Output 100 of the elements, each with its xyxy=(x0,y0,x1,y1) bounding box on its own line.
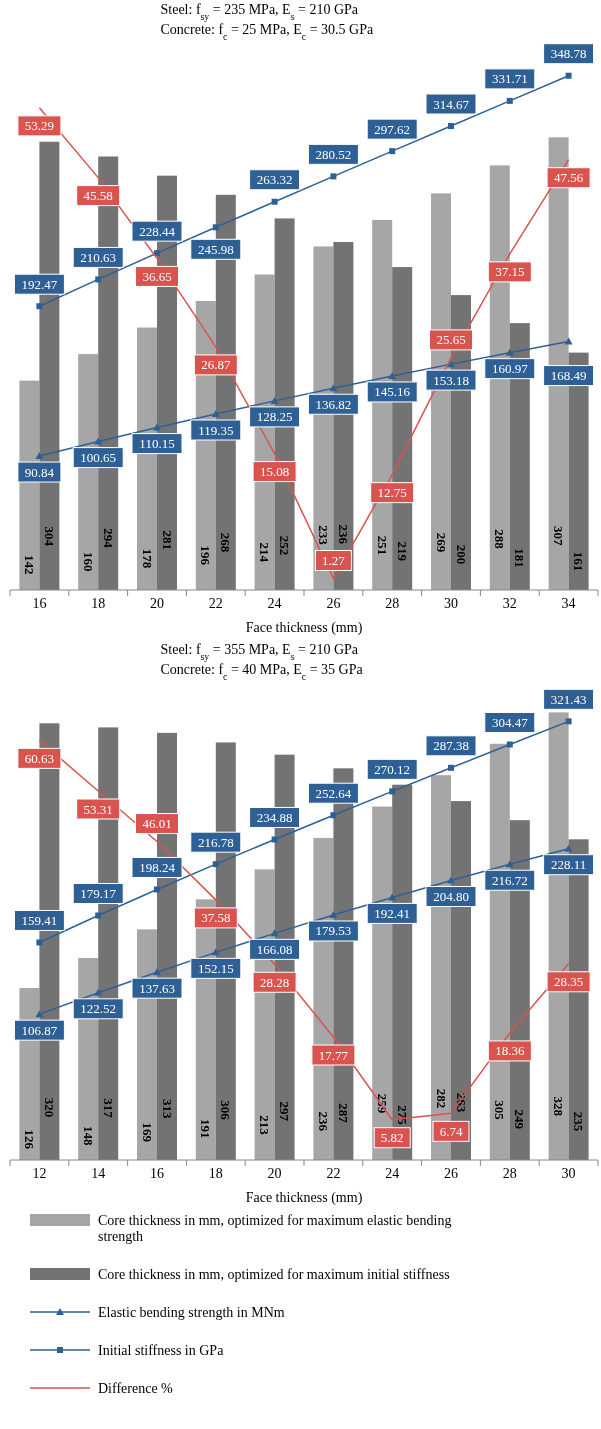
data-label: 304.47 xyxy=(491,714,529,730)
data-label: 45.58 xyxy=(83,188,113,204)
data-label: 288 xyxy=(492,529,508,550)
data-label: 214 xyxy=(257,542,273,563)
data-label: 46.01 xyxy=(142,816,172,832)
data-label: 119.35 xyxy=(198,422,234,438)
x-tick-label: 26 xyxy=(326,596,341,611)
point xyxy=(330,173,337,180)
point xyxy=(271,198,278,205)
data-label: 37.15 xyxy=(495,264,525,280)
data-label: 128.25 xyxy=(256,409,293,425)
data-label: 294 xyxy=(100,528,116,549)
point xyxy=(330,812,337,819)
point xyxy=(329,384,338,392)
data-label: 6.74 xyxy=(439,1123,463,1139)
data-label: 53.29 xyxy=(24,118,55,134)
data-label: 5.82 xyxy=(380,1130,404,1146)
x-axis-title: Face thickness (mm) xyxy=(245,620,363,636)
point xyxy=(447,876,455,884)
point xyxy=(565,718,572,725)
x-tick-label: 32 xyxy=(502,596,517,611)
data-label: 198.24 xyxy=(139,859,176,875)
data-label: 249 xyxy=(512,1109,528,1130)
data-label: 297.62 xyxy=(374,121,411,137)
data-label: 216.72 xyxy=(491,872,528,888)
data-label: 160.97 xyxy=(491,361,529,377)
data-label: 280.52 xyxy=(315,146,352,162)
data-label: 25.65 xyxy=(436,332,466,348)
x-tick-label: 20 xyxy=(150,596,164,611)
data-label: 252.64 xyxy=(315,785,352,801)
data-label: 251 xyxy=(374,535,390,556)
point xyxy=(389,788,396,795)
data-label: 126 xyxy=(21,1129,37,1150)
point xyxy=(270,396,279,404)
data-label: 348.78 xyxy=(550,46,587,62)
chart-title: Steel: f$_{sy}$ = 235 MPa, E$_{s}$ = 210 GPa xyxy=(160,2,359,22)
data-label: 270.12 xyxy=(374,761,411,777)
data-label: 191 xyxy=(198,1118,214,1139)
data-label: 148 xyxy=(80,1126,96,1147)
point xyxy=(153,968,161,976)
point xyxy=(212,861,219,868)
data-label: 179.17 xyxy=(80,885,117,901)
data-label: 263.32 xyxy=(256,172,293,188)
data-label: 307 xyxy=(551,525,567,546)
data-label: 28.35 xyxy=(553,974,584,990)
x-tick-label: 28 xyxy=(385,596,400,611)
data-label: 320 xyxy=(41,1097,57,1118)
data-label: 210.63 xyxy=(80,249,117,265)
point xyxy=(505,860,514,868)
data-label: 304 xyxy=(41,526,57,547)
x-tick-label: 26 xyxy=(444,1166,458,1181)
point xyxy=(94,437,103,445)
point xyxy=(564,337,573,345)
data-label: 281 xyxy=(159,530,175,551)
x-tick-label: 24 xyxy=(385,1166,400,1181)
point xyxy=(36,939,43,946)
data-label: 235 xyxy=(571,1111,587,1132)
x-tick-label: 30 xyxy=(444,596,458,611)
point xyxy=(36,303,43,310)
chart-title: Steel: f$_{sy}$ = 355 MPa, E$_{s}$ = 210 GPa xyxy=(160,642,359,662)
point xyxy=(564,844,573,852)
data-label: 47.56 xyxy=(553,170,584,186)
data-label: 236 xyxy=(315,1111,331,1132)
point xyxy=(95,912,102,919)
x-tick-label: 24 xyxy=(267,596,282,611)
x-tick-label: 22 xyxy=(326,1166,341,1181)
x-tick-label: 16 xyxy=(32,596,47,611)
data-label: 228.44 xyxy=(139,223,176,239)
data-label: 142 xyxy=(21,555,37,575)
data-label: 136.82 xyxy=(315,396,352,412)
data-label: 297 xyxy=(277,1101,293,1122)
point xyxy=(153,423,161,431)
data-label: 152.15 xyxy=(197,960,234,976)
x-tick-label: 34 xyxy=(561,596,576,611)
data-label: 314.67 xyxy=(433,96,470,112)
point xyxy=(271,836,278,843)
x-tick-label: 14 xyxy=(91,1166,106,1181)
point xyxy=(448,764,454,771)
data-label: 331.71 xyxy=(491,71,528,87)
x-tick-label: 30 xyxy=(561,1166,576,1181)
data-label: 317 xyxy=(100,1098,116,1119)
data-label: 12.75 xyxy=(377,485,407,501)
data-label: 192.41 xyxy=(374,905,411,921)
data-label: 282 xyxy=(433,1088,449,1109)
point xyxy=(211,410,220,418)
data-label: 159.41 xyxy=(21,912,58,928)
x-tick-label: 18 xyxy=(208,1166,223,1181)
data-label: 305 xyxy=(492,1100,508,1121)
point xyxy=(565,72,572,79)
data-label: 122.52 xyxy=(80,1001,117,1017)
data-label: 18.36 xyxy=(495,1043,525,1059)
point xyxy=(35,452,44,460)
data-label: 204.80 xyxy=(433,889,469,905)
data-label: 100.65 xyxy=(80,450,117,466)
data-label: 166.08 xyxy=(256,941,293,957)
data-label: 216.78 xyxy=(197,834,234,850)
legend-label: Elastic bending strength in MNm xyxy=(98,1304,285,1320)
point xyxy=(154,886,160,893)
point xyxy=(154,250,160,257)
x-tick-label: 12 xyxy=(32,1166,47,1181)
